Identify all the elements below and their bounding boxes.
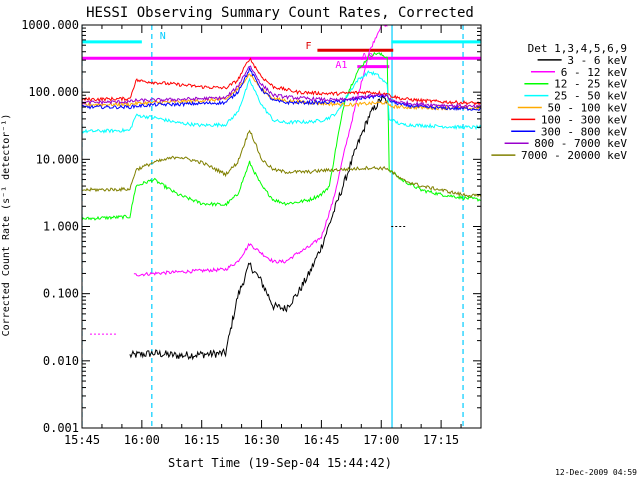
x-tick-label: 16:00 — [124, 433, 160, 447]
y-axis-label: Corrected Count Rate (s⁻¹ detector⁻¹) — [1, 114, 12, 337]
legend-label-4: 50 - 100 keV — [548, 102, 628, 115]
legend-label-6: 300 - 800 keV — [541, 125, 627, 138]
annotation-f: F — [305, 41, 311, 52]
plot-area: N F A1 A0 — [82, 25, 481, 428]
y-tick-label: 10.000 — [36, 152, 79, 166]
y-tick-label: 1.000 — [43, 220, 79, 234]
x-tick-label: 16:30 — [243, 433, 279, 447]
y-tick-label: 1000.000 — [21, 18, 79, 32]
footer-timestamp: 12-Dec-2009 04:59 — [555, 468, 637, 477]
x-tick-label: 17:15 — [423, 433, 459, 447]
y-tick-label: 0.010 — [43, 354, 79, 368]
legend-title: Det 1,3,4,5,6,9 — [528, 42, 627, 55]
x-tick-label: 16:45 — [303, 433, 339, 447]
series-line-0 — [129, 95, 388, 361]
chart-title: HESSI Observing Summary Count Rates, Cor… — [86, 5, 474, 21]
x-tick-label: 17:00 — [363, 433, 399, 447]
legend-label-7: 800 - 7000 keV — [534, 137, 627, 150]
x-axis-label: Start Time (19-Sep-04 15:44:42) — [168, 456, 392, 470]
legend-label-5: 100 - 300 keV — [541, 113, 627, 126]
series-line-5 — [82, 57, 481, 106]
legend-label-1: 6 - 12 keV — [561, 66, 628, 79]
series-line-8 — [82, 129, 481, 198]
series-line-6 — [82, 67, 481, 112]
legend-label-8: 7000 - 20000 keV — [521, 149, 627, 162]
series-line-1 — [133, 25, 388, 277]
plot-content: N F A1 A0 — [82, 25, 481, 428]
annotation-n: N — [160, 31, 166, 42]
series-line-2 — [82, 51, 481, 221]
y-tick-label: 0.001 — [43, 421, 79, 435]
annotation-a0: A0 — [361, 52, 373, 63]
x-tick-label: 15:45 — [64, 433, 100, 447]
legend-label-3: 25 - 50 keV — [554, 90, 627, 103]
series-line-3 — [82, 70, 481, 134]
legend-label-2: 12 - 25 keV — [554, 78, 627, 91]
y-tick-label: 0.100 — [43, 287, 79, 301]
y-tick-label: 100.000 — [28, 85, 79, 99]
x-tick-label: 16:15 — [184, 433, 220, 447]
annotation-a1: A1 — [335, 60, 347, 71]
axes: 0.001 0.010 0.100 1.000 10.000 100.000 1000.00… — [21, 18, 482, 447]
legend-label-0: 3 - 6 keV — [567, 54, 627, 67]
series-line-7 — [82, 65, 481, 109]
